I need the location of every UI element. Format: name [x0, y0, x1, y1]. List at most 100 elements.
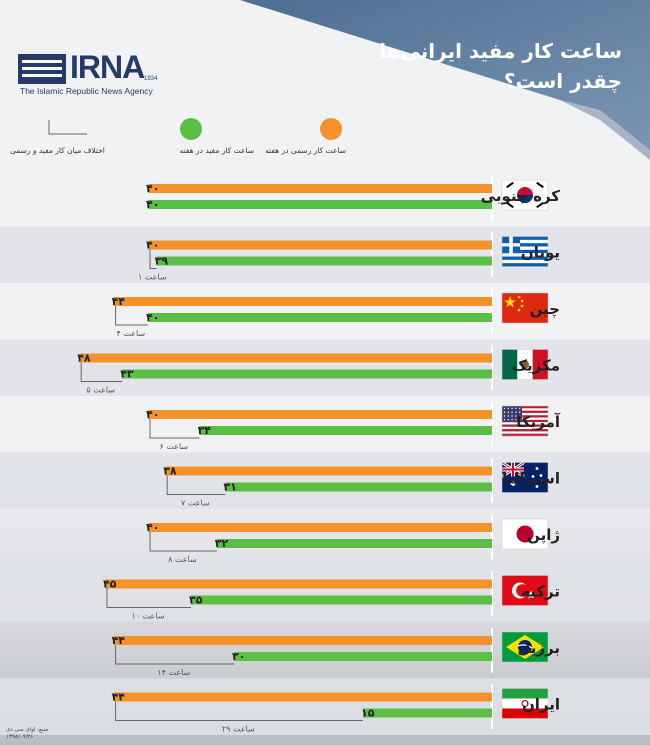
flag-star — [515, 411, 517, 413]
bar-official — [79, 353, 492, 363]
legend-useful-label: ساعت کار مفید در هفته — [179, 146, 254, 155]
difference-label: ۴ ساعت — [116, 329, 145, 338]
flag-star — [503, 415, 506, 417]
difference-bracket — [115, 306, 148, 326]
flag-border — [501, 518, 549, 550]
bar-useful — [148, 313, 492, 322]
flag-stripe — [502, 419, 548, 423]
difference-label: ۱۰ ساعت — [132, 612, 165, 621]
title-line-1: ساعت کار مفید ایرانی‌ها — [379, 39, 622, 63]
bar-useful — [148, 200, 492, 209]
source-line-2: ۱۳۹۸/۰۹/۲۶ — [6, 734, 34, 740]
bar-useful-label: ۳۵ — [189, 594, 203, 607]
south-korea-flag — [501, 179, 549, 211]
flag-cross-h — [502, 243, 520, 247]
flag-southern-cross-star — [535, 467, 539, 470]
china-flag — [501, 292, 549, 324]
flag-globe — [518, 640, 532, 654]
bar-useful-label: ۴۳ — [120, 368, 134, 381]
title-banner — [240, 0, 650, 150]
bar-official-label: ۳۸ — [163, 465, 177, 478]
page-title: ساعت کار مفید ایرانی‌ها چقدر است؟ — [362, 36, 622, 96]
difference-bracket — [149, 419, 200, 439]
flag-stripe — [502, 236, 548, 241]
bar-official — [113, 636, 492, 645]
legend-official-label: ساعت کار رسمی در هفته — [265, 146, 346, 155]
flag-stripe — [502, 256, 548, 261]
flag-stripe — [502, 410, 548, 414]
title-line-2: چقدر است؟ — [503, 69, 622, 93]
australia-flag — [501, 461, 549, 493]
flag-white — [502, 698, 548, 709]
flag-star — [507, 411, 509, 413]
flag-border — [501, 688, 549, 719]
flag-star — [519, 411, 521, 413]
flag-star — [511, 407, 513, 410]
bar-useful — [122, 369, 492, 379]
country-label: مکزیک — [512, 357, 560, 375]
legend-difference-mark — [48, 120, 87, 135]
difference-bracket — [115, 645, 234, 665]
bar-useful-label: ۳۲ — [215, 537, 229, 550]
legend-difference: اختلاف میان کار مفید و رسمی — [10, 118, 130, 158]
flag-small-star — [517, 308, 521, 312]
bar-official — [148, 410, 492, 419]
bar-useful-label: ۴۰ — [146, 311, 159, 324]
bar-official-label: ۴۰ — [146, 239, 159, 252]
bar-official — [165, 466, 492, 476]
flag-stripe — [502, 431, 548, 434]
flag-southern-cross-star — [541, 479, 545, 482]
iran-flag — [501, 688, 549, 719]
bar-useful — [191, 595, 492, 605]
flag-red — [532, 349, 548, 380]
difference-bracket — [115, 701, 363, 721]
difference-bracket — [149, 249, 157, 269]
bar-useful — [216, 539, 493, 548]
flag-stripe — [502, 253, 548, 257]
bar-official — [105, 579, 492, 589]
flag-small-star — [520, 299, 524, 303]
flag-star — [519, 419, 521, 421]
flag-cross-h-red — [502, 468, 524, 471]
flag-star — [515, 415, 517, 417]
difference-label: ۶ ساعت — [159, 442, 188, 451]
flag-stripe — [502, 259, 548, 264]
source-note: منبع: اوای سی دی ۱۳۹۸/۰۹/۲۶ — [6, 727, 48, 741]
flag-southern-cross-star — [539, 474, 543, 477]
bar-useful-label: ۳۰ — [232, 650, 245, 663]
bar-official — [148, 184, 492, 193]
bar-official — [113, 692, 492, 702]
flag-star — [511, 419, 513, 421]
bar-useful-label: ۳۹ — [155, 255, 169, 268]
bar-official — [148, 523, 492, 532]
bar-official-label: ۴۰ — [146, 408, 159, 421]
legend-useful-dot — [180, 118, 202, 140]
turkey-flag — [501, 575, 549, 606]
flag-stripe — [502, 426, 548, 430]
flag-border — [501, 462, 549, 493]
flag-red — [502, 708, 548, 719]
flag-taeguk-bottom — [517, 195, 533, 203]
bar-official-label: ۴۸ — [77, 352, 91, 365]
bar-official-label: ۴۴ — [112, 691, 126, 704]
flag-stripe — [502, 406, 548, 409]
usa-flag — [501, 405, 549, 437]
bar-useful — [363, 708, 492, 718]
legend-official-dot — [320, 118, 342, 140]
flag-emblem — [521, 699, 529, 708]
flag-green — [502, 349, 518, 380]
bar-useful-label: ۴۰ — [146, 198, 159, 211]
bar-official — [148, 240, 492, 250]
country-label: ایران — [522, 696, 560, 714]
flag-stripe — [502, 429, 548, 432]
difference-label: ۸ ساعت — [168, 555, 197, 564]
flag-stripe — [502, 408, 548, 411]
country-label: ترکیه — [521, 583, 560, 601]
difference-label: ۲۹ ساعت — [222, 725, 255, 734]
country-label: برزیل — [517, 639, 560, 657]
mexico-flag — [501, 349, 549, 380]
flag-stripe — [502, 263, 548, 267]
difference-bracket — [80, 362, 123, 382]
flag-stripe — [502, 415, 548, 418]
bar-useful-label: ۳۱ — [223, 481, 236, 494]
